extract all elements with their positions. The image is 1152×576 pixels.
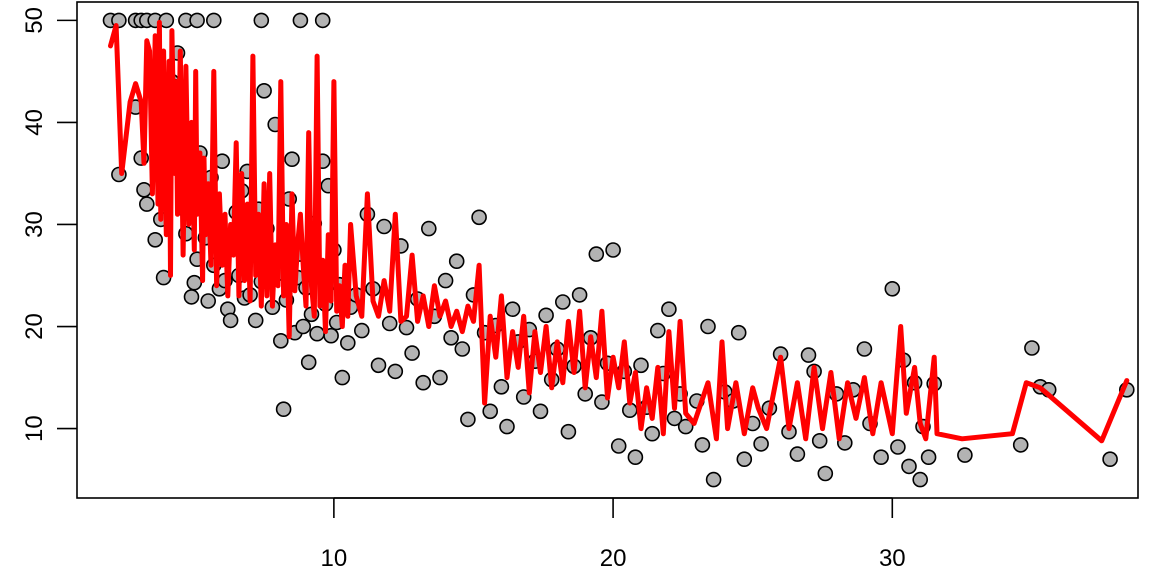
data-point	[183, 289, 200, 305]
data-point	[571, 287, 588, 303]
data-point	[139, 196, 155, 212]
data-point	[376, 218, 392, 235]
data-point	[314, 12, 331, 29]
data-point	[588, 246, 605, 262]
data-point	[460, 411, 476, 428]
data-point	[884, 280, 901, 297]
data-point	[499, 418, 515, 435]
data-point	[443, 329, 459, 346]
data-point	[454, 341, 471, 357]
data-point	[605, 242, 621, 258]
data-point	[381, 315, 398, 332]
data-point	[448, 253, 465, 270]
data-point	[295, 318, 312, 335]
x-tick-label: 10	[321, 545, 348, 572]
data-point	[957, 447, 973, 463]
data-point	[789, 446, 806, 462]
data-point	[532, 403, 549, 420]
data-point	[253, 12, 270, 29]
data-point	[627, 449, 644, 466]
data-point	[856, 341, 873, 357]
data-point	[554, 294, 571, 310]
data-point	[339, 335, 356, 351]
series-line	[108, 19, 1130, 444]
data-point	[661, 301, 677, 318]
data-point	[186, 274, 203, 291]
data-point	[730, 324, 747, 341]
data-point	[1024, 340, 1040, 356]
data-point	[398, 319, 415, 336]
data-point	[1102, 451, 1118, 468]
line-layer	[108, 19, 1130, 444]
y-tick-label: 20	[21, 313, 48, 340]
data-point	[284, 151, 300, 167]
data-point	[272, 332, 289, 349]
data-point	[677, 418, 694, 435]
y-tick-label: 40	[21, 109, 48, 136]
data-point	[753, 436, 769, 452]
data-point	[206, 12, 222, 29]
data-point	[901, 458, 917, 475]
data-point	[353, 322, 370, 339]
y-tick-label: 10	[21, 415, 48, 442]
data-point	[560, 423, 577, 440]
data-point	[800, 347, 817, 363]
data-point	[275, 401, 292, 418]
data-point	[817, 465, 834, 482]
data-point	[309, 325, 325, 342]
data-point	[666, 410, 683, 427]
data-point	[890, 439, 906, 455]
data-point	[334, 369, 351, 386]
x-tick-label: 20	[600, 545, 627, 572]
data-point	[300, 354, 317, 371]
data-point	[1012, 437, 1029, 453]
data-point	[437, 272, 454, 289]
data-point	[471, 209, 487, 226]
data-point	[420, 220, 437, 237]
data-point	[247, 312, 264, 329]
data-point	[415, 374, 432, 391]
y-tick-label: 30	[21, 211, 48, 238]
data-point	[493, 378, 510, 395]
data-point	[387, 363, 404, 380]
axes-layer: 10 20 30 10 20 30 40 50	[21, 1, 1139, 572]
data-point	[705, 471, 722, 488]
data-point	[920, 449, 937, 466]
data-point	[136, 182, 152, 198]
data-point	[292, 12, 309, 29]
data-point	[811, 432, 828, 449]
data-point	[873, 449, 889, 466]
data-point	[912, 471, 929, 488]
x-tick-label: 30	[879, 545, 906, 572]
data-point	[644, 425, 661, 442]
data-point	[432, 369, 448, 386]
data-point	[700, 318, 716, 335]
data-point	[256, 83, 272, 99]
data-point	[649, 322, 666, 339]
data-point	[222, 312, 239, 329]
data-point	[633, 357, 649, 374]
data-point	[370, 357, 387, 374]
data-point	[538, 307, 554, 324]
data-point	[694, 437, 711, 453]
data-point	[189, 12, 205, 29]
data-point	[482, 403, 499, 420]
data-point	[736, 451, 753, 468]
data-point	[404, 345, 420, 361]
data-point	[200, 293, 216, 309]
y-tick-label: 50	[21, 7, 48, 34]
data-point	[610, 438, 627, 454]
data-point	[147, 232, 163, 248]
data-point	[504, 301, 521, 318]
